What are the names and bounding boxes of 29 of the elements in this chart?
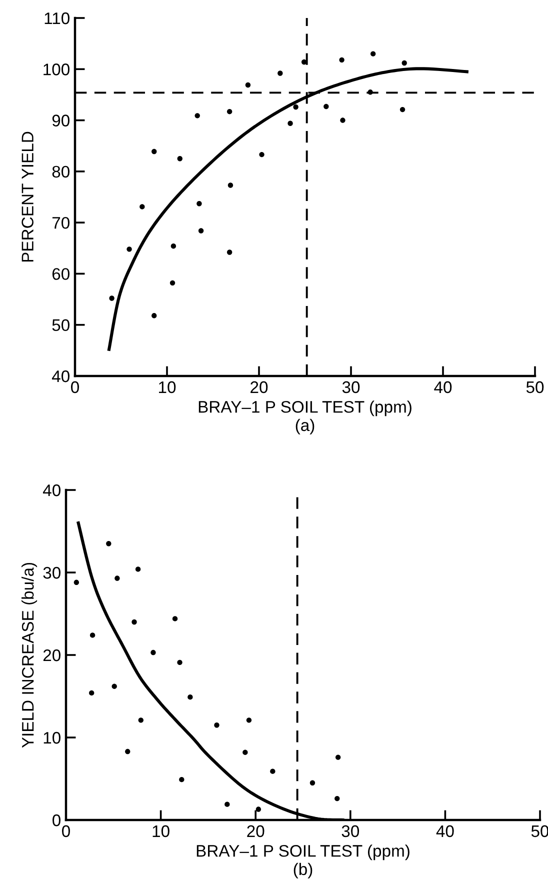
y-axis-title: PERCENT YIELD <box>22 132 34 262</box>
y-tick-label: 20 <box>43 649 60 662</box>
x-tick-label: 40 <box>436 825 454 838</box>
text: (a) <box>296 418 314 434</box>
x-axis-title: BRAY–1 P SOIL TEST (ppm) <box>198 400 412 416</box>
y-tick-label: 70 <box>52 216 70 229</box>
x-tick-label: 30 <box>342 381 360 394</box>
text: (b) <box>294 862 312 878</box>
x-tick-label: 40 <box>434 381 452 394</box>
y-tick-label: 40 <box>52 370 70 382</box>
x-tick-label: 10 <box>159 381 176 394</box>
x-tick-label: 30 <box>342 825 360 838</box>
y-axis-title: YIELD INCREASE (bu/a) <box>22 562 38 748</box>
x-tick-label: 0 <box>71 381 79 394</box>
y-tick-label: 40 <box>42 484 60 496</box>
y-tick-label: 0 <box>52 814 60 826</box>
y-tick-label: 80 <box>52 166 70 178</box>
y-tick-label: 110 <box>44 12 70 24</box>
x-axis-title: BRAY–1 P SOIL TEST (ppm) <box>196 844 410 860</box>
x-tick-label: 20 <box>247 825 264 838</box>
x-tick-label: 50 <box>526 381 544 394</box>
x-tick-label: 10 <box>152 825 170 838</box>
y-tick-label: 90 <box>52 114 70 126</box>
y-tick-label: 60 <box>52 268 70 280</box>
y-tick-label: 50 <box>52 319 70 332</box>
y-tick-label: 10 <box>44 732 60 744</box>
y-tick-label: 30 <box>43 566 60 579</box>
y-tick-label: 100 <box>44 64 70 76</box>
x-tick-label: 20 <box>250 381 268 394</box>
